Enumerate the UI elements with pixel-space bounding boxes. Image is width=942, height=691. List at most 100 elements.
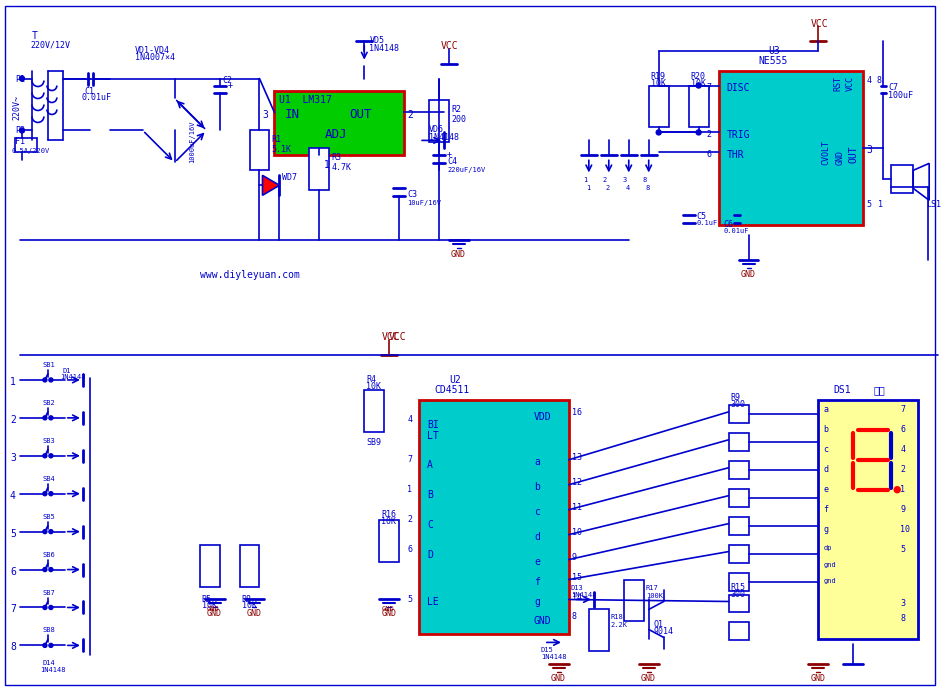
Text: 10K: 10K	[690, 79, 706, 88]
Text: C2: C2	[222, 75, 233, 84]
Text: 6: 6	[706, 151, 711, 160]
Text: 1N4148: 1N4148	[430, 133, 459, 142]
Text: 100uF: 100uF	[888, 91, 913, 100]
Text: 3: 3	[623, 178, 627, 183]
Bar	[728, 594, 749, 612]
Bar	[419, 400, 569, 634]
Text: 220uF/16V: 220uF/16V	[447, 167, 485, 173]
Text: 10K: 10K	[651, 79, 666, 88]
Text: DS1: DS1	[834, 385, 851, 395]
Text: D15: D15	[541, 647, 554, 654]
Text: 3: 3	[901, 600, 905, 609]
Text: C6: C6	[723, 220, 734, 229]
Circle shape	[49, 492, 53, 495]
Text: 0.5A/220V: 0.5A/220V	[12, 149, 50, 154]
Text: Q1: Q1	[654, 619, 664, 628]
Circle shape	[43, 378, 47, 382]
Text: 8: 8	[10, 643, 16, 652]
Text: 2: 2	[706, 131, 711, 140]
Text: 0.01uF: 0.01uF	[82, 93, 112, 102]
Text: R9: R9	[731, 393, 740, 402]
Text: 1: 1	[10, 377, 16, 387]
Text: R2: R2	[451, 106, 461, 115]
Text: f: f	[823, 504, 828, 513]
Circle shape	[43, 492, 47, 495]
Text: 1N4148: 1N4148	[40, 668, 65, 673]
Text: R17: R17	[645, 585, 658, 591]
Circle shape	[43, 416, 47, 420]
Bar	[819, 400, 918, 639]
Text: GND: GND	[551, 674, 566, 683]
Text: 10K: 10K	[382, 517, 397, 526]
Text: 10: 10	[901, 524, 910, 533]
Bar	[689, 86, 708, 127]
Text: R4: R4	[366, 375, 376, 384]
Text: C3: C3	[407, 190, 417, 199]
Text: LT: LT	[427, 430, 439, 441]
Text: gnd: gnd	[823, 562, 836, 567]
Circle shape	[20, 128, 24, 133]
Text: 2: 2	[407, 111, 414, 120]
Text: GND: GND	[206, 607, 219, 612]
Text: 14: 14	[572, 592, 582, 601]
Bar	[250, 131, 269, 171]
Text: OUT: OUT	[349, 108, 372, 122]
Text: 8: 8	[901, 614, 905, 623]
Bar	[728, 433, 749, 451]
Bar	[624, 580, 643, 621]
Bar	[728, 489, 749, 507]
Text: SB6: SB6	[43, 551, 56, 558]
Text: gnd: gnd	[823, 578, 836, 583]
Circle shape	[696, 130, 701, 135]
Text: g: g	[823, 524, 828, 533]
Text: IN: IN	[284, 108, 300, 122]
Text: 1000uF/16V: 1000uF/16V	[189, 120, 196, 163]
Text: VCC: VCC	[810, 19, 828, 28]
Text: 220V~: 220V~	[12, 95, 21, 120]
Text: 1N4148: 1N4148	[60, 374, 86, 380]
Text: 共阴: 共阴	[873, 385, 885, 395]
Text: 2: 2	[603, 178, 607, 183]
Text: 10: 10	[572, 528, 582, 537]
Text: RST: RST	[834, 75, 842, 91]
Text: VCC: VCC	[389, 332, 407, 342]
Text: 1: 1	[878, 200, 884, 209]
Text: SB4: SB4	[43, 475, 56, 482]
Text: SB7: SB7	[43, 589, 56, 596]
Circle shape	[49, 454, 53, 457]
Text: 1: 1	[407, 484, 413, 494]
Text: D14: D14	[43, 661, 56, 666]
Bar	[719, 70, 863, 225]
Text: 1N4148: 1N4148	[571, 591, 596, 598]
Text: THR: THR	[726, 151, 744, 160]
Circle shape	[20, 76, 24, 81]
Text: 9014: 9014	[654, 627, 674, 636]
Text: 300: 300	[731, 400, 745, 409]
Text: 1: 1	[586, 185, 590, 191]
Text: 13: 13	[572, 453, 582, 462]
Text: +: +	[228, 81, 233, 90]
Text: R20: R20	[690, 72, 706, 81]
Text: 6: 6	[10, 567, 16, 576]
Text: F1: F1	[15, 138, 25, 146]
Circle shape	[43, 567, 47, 571]
Text: GND: GND	[247, 609, 262, 618]
Text: VDD: VDD	[534, 412, 552, 422]
Circle shape	[49, 643, 53, 647]
Text: R18: R18	[610, 614, 624, 621]
Text: 2: 2	[901, 465, 905, 474]
Text: b: b	[534, 482, 540, 492]
Bar	[728, 573, 749, 591]
Text: 4: 4	[901, 445, 905, 454]
Text: CVOLT: CVOLT	[821, 140, 830, 165]
Circle shape	[657, 130, 661, 135]
Text: 6: 6	[901, 425, 905, 434]
Text: LE: LE	[427, 596, 439, 607]
Text: a: a	[534, 457, 540, 467]
Bar	[309, 149, 330, 190]
Bar	[728, 623, 749, 641]
Bar	[589, 609, 609, 652]
Circle shape	[696, 83, 701, 88]
Text: R15: R15	[731, 583, 745, 591]
Text: 220V/12V: 220V/12V	[30, 41, 70, 50]
